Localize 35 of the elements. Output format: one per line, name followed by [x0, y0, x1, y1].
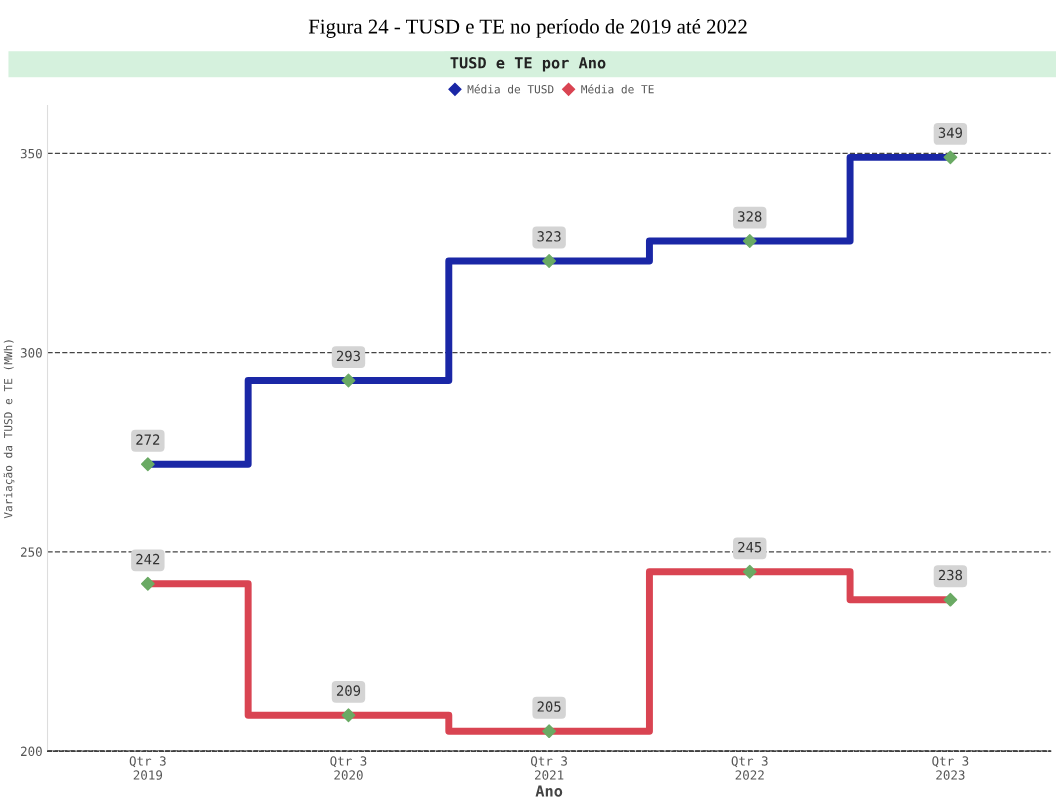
data-label: 245 — [738, 541, 762, 553]
data-label: 238 — [938, 569, 963, 581]
point — [943, 592, 958, 607]
data-label: 349 — [938, 127, 962, 138]
chart-subtitle: TUSD e TE por Ano — [450, 57, 606, 72]
data-label: 242 — [136, 553, 160, 565]
point — [742, 234, 757, 248]
point — [943, 150, 958, 165]
y-tick-label: 300 — [20, 348, 42, 358]
data-label: 328 — [738, 211, 762, 222]
data-label: 209 — [336, 685, 361, 696]
y-tick-label: 250 — [21, 547, 42, 557]
x-tick-label: Qtr 3 2020 — [330, 756, 367, 780]
point — [542, 724, 557, 739]
x-tick-label: Qtr 3 2023 — [932, 756, 969, 780]
legend-label: Média de TUSD — [467, 84, 554, 94]
point — [341, 373, 356, 388]
data-label: 205 — [537, 701, 561, 712]
point — [341, 708, 356, 723]
x-axis-title: Ano — [535, 785, 563, 797]
x-tick-label: Qtr 3 2022 — [731, 756, 768, 780]
legend-label: Média de TE — [581, 84, 654, 94]
data-label: 293 — [336, 350, 360, 362]
data-label: 272 — [136, 434, 160, 445]
y-tick-label: 350 — [20, 148, 42, 159]
point — [542, 254, 557, 268]
x-tick-label: Qtr 3 2019 — [129, 756, 166, 780]
y-tick-label: 200 — [21, 746, 42, 757]
x-tick-label: Qtr 3 2021 — [531, 756, 567, 780]
data-label: 323 — [537, 231, 561, 242]
point — [140, 457, 155, 472]
point — [140, 576, 155, 591]
y-axis-title: Variação da TUSD e TE (MWh) — [3, 340, 15, 519]
chart-title: Figura 24 - TUSD e TE no período de 2019 até 2022 — [308, 18, 747, 38]
point — [742, 564, 757, 579]
